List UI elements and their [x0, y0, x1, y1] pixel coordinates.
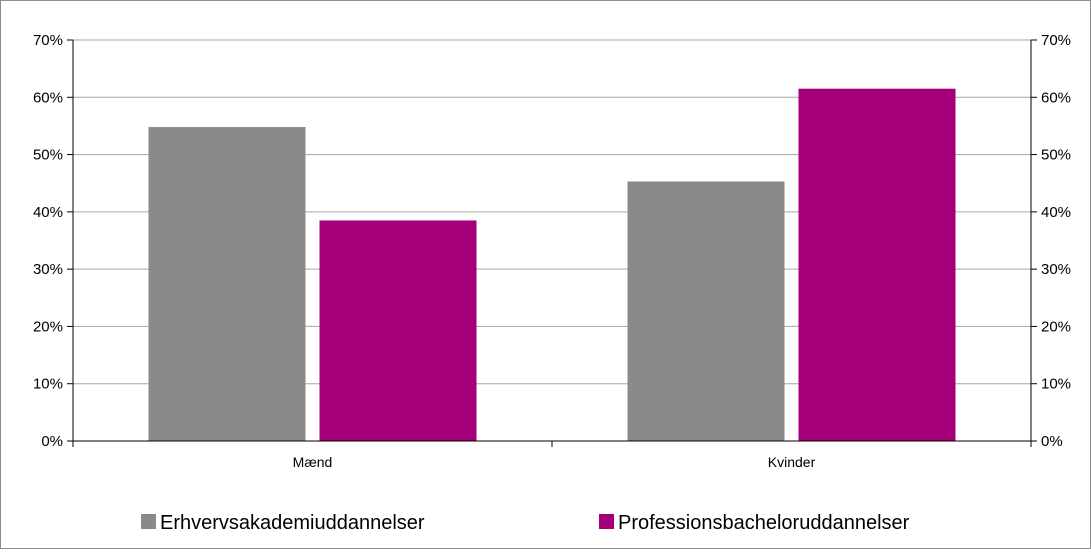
- left-tick-label: 30%: [33, 261, 63, 278]
- bar-professionsbacheloruddannelser-kvinder: [798, 88, 956, 441]
- left-tick-label: 70%: [33, 32, 63, 49]
- bars: [148, 88, 956, 442]
- left-tick-label: 10%: [33, 376, 63, 393]
- right-tick-label: 0%: [1041, 433, 1063, 450]
- right-tick-label: 50%: [1041, 147, 1071, 164]
- bar-erhvervsakademiuddannelser-maend: [148, 127, 306, 442]
- bar-professionsbacheloruddannelser-maend: [319, 220, 477, 441]
- right-tick-label: 20%: [1041, 318, 1071, 335]
- right-tick-label: 40%: [1041, 204, 1071, 221]
- category-label-kvinder: Kvinder: [768, 454, 816, 470]
- category-labels: Mænd Kvinder: [293, 454, 816, 470]
- legend: Erhvervsakademiuddannelser Professionsbac…: [141, 512, 910, 534]
- right-tick-label: 10%: [1041, 376, 1071, 393]
- tick-labels: 0% 0% 10% 10% 20% 20% 30% 30% 40% 40% 50% 50% 60% 60%…: [33, 32, 1071, 450]
- left-tick-label: 40%: [33, 204, 63, 221]
- right-tick-label: 70%: [1041, 32, 1071, 49]
- right-tick-label: 60%: [1041, 89, 1071, 106]
- legend-label-professionsbacheloruddannelser: Professionsbacheloruddannelser: [618, 512, 910, 534]
- legend-label-erhvervsakademiuddannelser: Erhvervsakademiuddannelser: [160, 512, 425, 534]
- legend-swatch-erhvervsakademiuddannelser: [141, 514, 156, 529]
- bar-erhvervsakademiuddannelser-kvinder: [627, 181, 785, 441]
- left-tick-label: 60%: [33, 89, 63, 106]
- left-tick-label: 50%: [33, 147, 63, 164]
- legend-swatch-professionsbacheloruddannelser: [599, 514, 614, 529]
- axes: [67, 39, 1037, 447]
- right-tick-label: 30%: [1041, 261, 1071, 278]
- left-tick-label: 20%: [33, 318, 63, 335]
- left-tick-label: 0%: [41, 433, 63, 450]
- category-label-maend: Mænd: [293, 454, 333, 470]
